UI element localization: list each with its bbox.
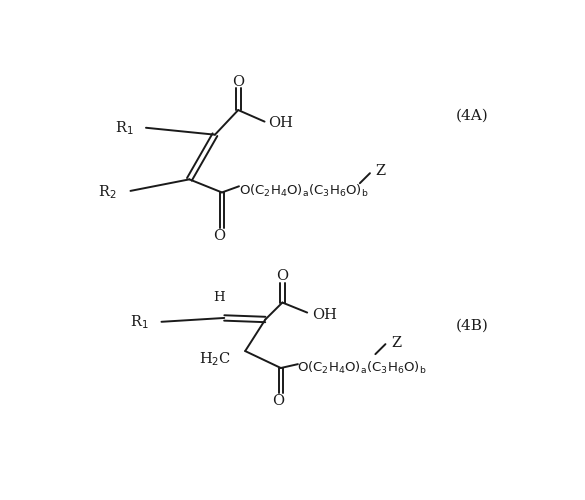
Text: (4B): (4B) [456,318,488,332]
Text: R$_1$: R$_1$ [115,119,133,136]
Text: $\mathrm{O(C_2H_4O)_a(C_3H_6O)_b}$: $\mathrm{O(C_2H_4O)_a(C_3H_6O)_b}$ [297,360,426,376]
Text: O: O [271,394,284,408]
Text: H: H [213,291,225,304]
Text: (4A): (4A) [456,108,488,122]
Text: O: O [214,230,226,243]
Text: R$_2$: R$_2$ [98,184,116,202]
Text: O: O [232,76,245,90]
Text: O: O [276,270,288,283]
Text: OH: OH [269,116,293,130]
Text: H$_2$C: H$_2$C [199,350,231,368]
Text: R$_1$: R$_1$ [130,313,149,330]
Text: OH: OH [312,308,337,322]
Text: Z: Z [391,336,401,349]
Text: $\mathrm{O(C_2H_4O)_a(C_3H_6O)_b}$: $\mathrm{O(C_2H_4O)_a(C_3H_6O)_b}$ [239,183,369,199]
Text: Z: Z [376,164,386,178]
